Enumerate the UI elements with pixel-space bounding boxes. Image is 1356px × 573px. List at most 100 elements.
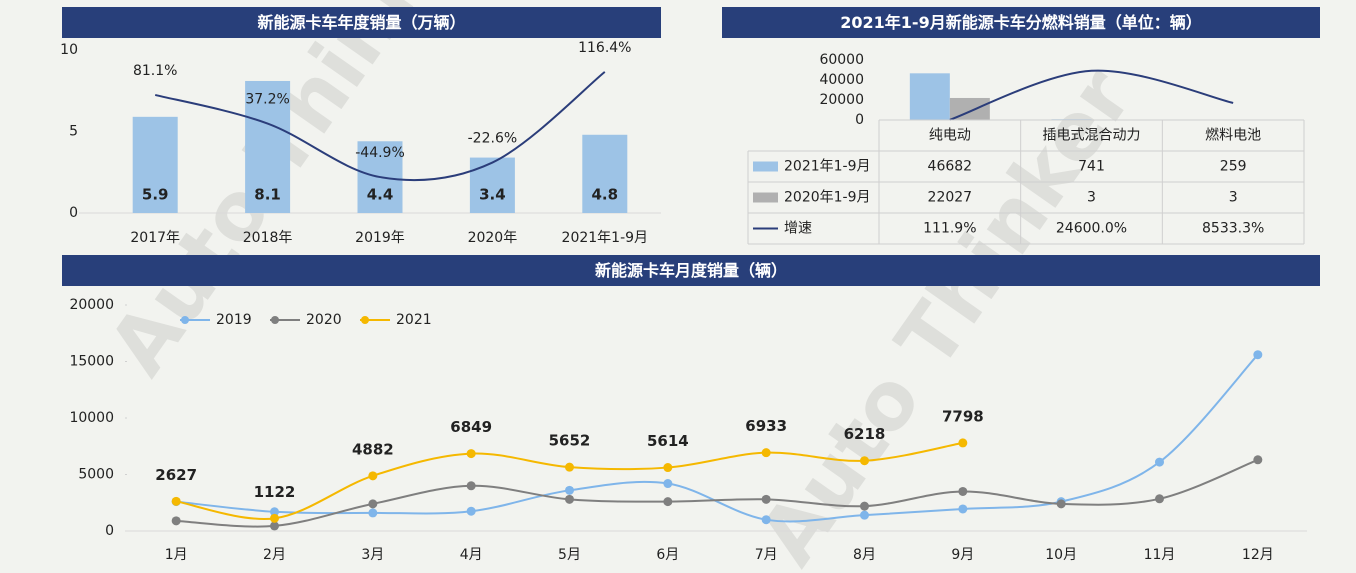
table-header: 纯电动 (929, 128, 971, 144)
point (466, 449, 476, 459)
point (860, 501, 869, 511)
legend-swatch (181, 316, 189, 324)
point (565, 494, 574, 504)
chart-header (722, 7, 1320, 38)
line (154, 71, 606, 182)
y-tick-label: 10 (60, 42, 78, 58)
point (368, 499, 378, 509)
bar (909, 73, 950, 120)
data-label: -44.9% (355, 145, 405, 161)
legend-swatch (271, 316, 279, 324)
point (761, 448, 771, 458)
x-tick-label: 12月 (1242, 547, 1274, 563)
bar (245, 80, 291, 213)
point (663, 463, 673, 473)
x-tick-label: 2017年 (130, 230, 180, 246)
y-tick-label: 60000 (819, 52, 864, 68)
table-cell: 259 (1220, 159, 1247, 175)
point (1155, 457, 1164, 467)
legend-label: 2021 (396, 312, 432, 328)
table-cell: 111.9% (923, 221, 976, 237)
table-header: 燃料电池 (1205, 127, 1261, 144)
data-label: 6933 (745, 417, 787, 435)
point (860, 510, 869, 520)
legend-label: 2021年1-9月 (784, 159, 871, 175)
y-tick-label: 0 (855, 112, 864, 128)
chart-title: 2021年1-9月新能源卡车分燃料销量（单位：辆） (840, 13, 1201, 32)
point (171, 516, 181, 526)
data-label: 2627 (155, 466, 197, 484)
point (860, 456, 869, 466)
chart-header (62, 7, 661, 38)
legend-label: 2019 (216, 312, 252, 328)
data-label: 5.9 (142, 186, 169, 204)
point (1056, 499, 1066, 509)
point (1253, 350, 1263, 360)
point (368, 508, 378, 518)
data-label: 7798 (942, 407, 984, 425)
data-label: 37.2% (245, 92, 289, 108)
data-label: -22.6% (468, 131, 518, 147)
point (270, 507, 279, 517)
x-tick-label: 10月 (1045, 547, 1077, 563)
x-tick-label: 2月 (263, 547, 286, 563)
point (761, 515, 771, 525)
data-label: 3.4 (479, 186, 506, 204)
legend-label: 增速 (784, 221, 812, 237)
x-tick-label: 3月 (361, 547, 384, 563)
y-tick-label: 10000 (69, 410, 114, 426)
data-label: 4882 (352, 440, 394, 458)
point (466, 506, 476, 516)
point (270, 513, 279, 523)
point (270, 521, 279, 531)
data-label: 5652 (549, 432, 591, 450)
data-label: 4.4 (367, 186, 394, 204)
table-cell: 22027 (928, 190, 973, 206)
point (466, 481, 476, 491)
x-tick-label: 11月 (1144, 547, 1176, 563)
y-tick-label: 0 (105, 523, 114, 539)
legend-label: 2020年1-9月 (784, 190, 871, 206)
point (958, 504, 968, 514)
point (761, 494, 771, 504)
line (176, 458, 1259, 528)
data-label: 8.1 (254, 186, 281, 204)
table-cell: 3 (1087, 190, 1096, 206)
data-label: 6849 (450, 418, 492, 436)
legend-swatch (753, 192, 778, 203)
line (949, 69, 1234, 121)
point (1155, 494, 1164, 504)
data-label: 1122 (254, 483, 296, 501)
x-tick-label: 2019年 (355, 230, 405, 246)
y-tick-label: 5000 (78, 467, 114, 483)
table-cell: 24600.0% (1056, 221, 1127, 237)
legend-label: 2020 (306, 312, 342, 328)
point (565, 485, 574, 495)
x-tick-label: 2021年1-9月 (562, 230, 649, 246)
point (663, 497, 673, 507)
data-label: 81.1% (133, 63, 177, 79)
bar (582, 134, 628, 213)
x-tick-label: 4月 (460, 547, 483, 563)
data-label: 4.8 (592, 186, 619, 204)
point (1253, 455, 1263, 465)
x-tick-label: 8月 (853, 547, 876, 563)
y-tick-label: 20000 (819, 92, 864, 108)
x-tick-label: 2018年 (243, 230, 293, 246)
chart-title: 新能源卡车月度销量（辆） (595, 261, 787, 280)
x-tick-label: 7月 (755, 547, 778, 563)
point (565, 462, 574, 472)
legend-swatch (361, 316, 369, 324)
point (368, 471, 378, 481)
table-cell: 3 (1229, 190, 1238, 206)
point (958, 486, 968, 496)
y-tick-label: 0 (69, 205, 78, 221)
x-tick-label: 2020年 (468, 230, 518, 246)
data-label: 116.4% (578, 40, 631, 56)
y-tick-label: 20000 (69, 297, 114, 313)
table-cell: 741 (1078, 159, 1105, 175)
chart-header (62, 255, 1320, 286)
point (958, 438, 968, 448)
